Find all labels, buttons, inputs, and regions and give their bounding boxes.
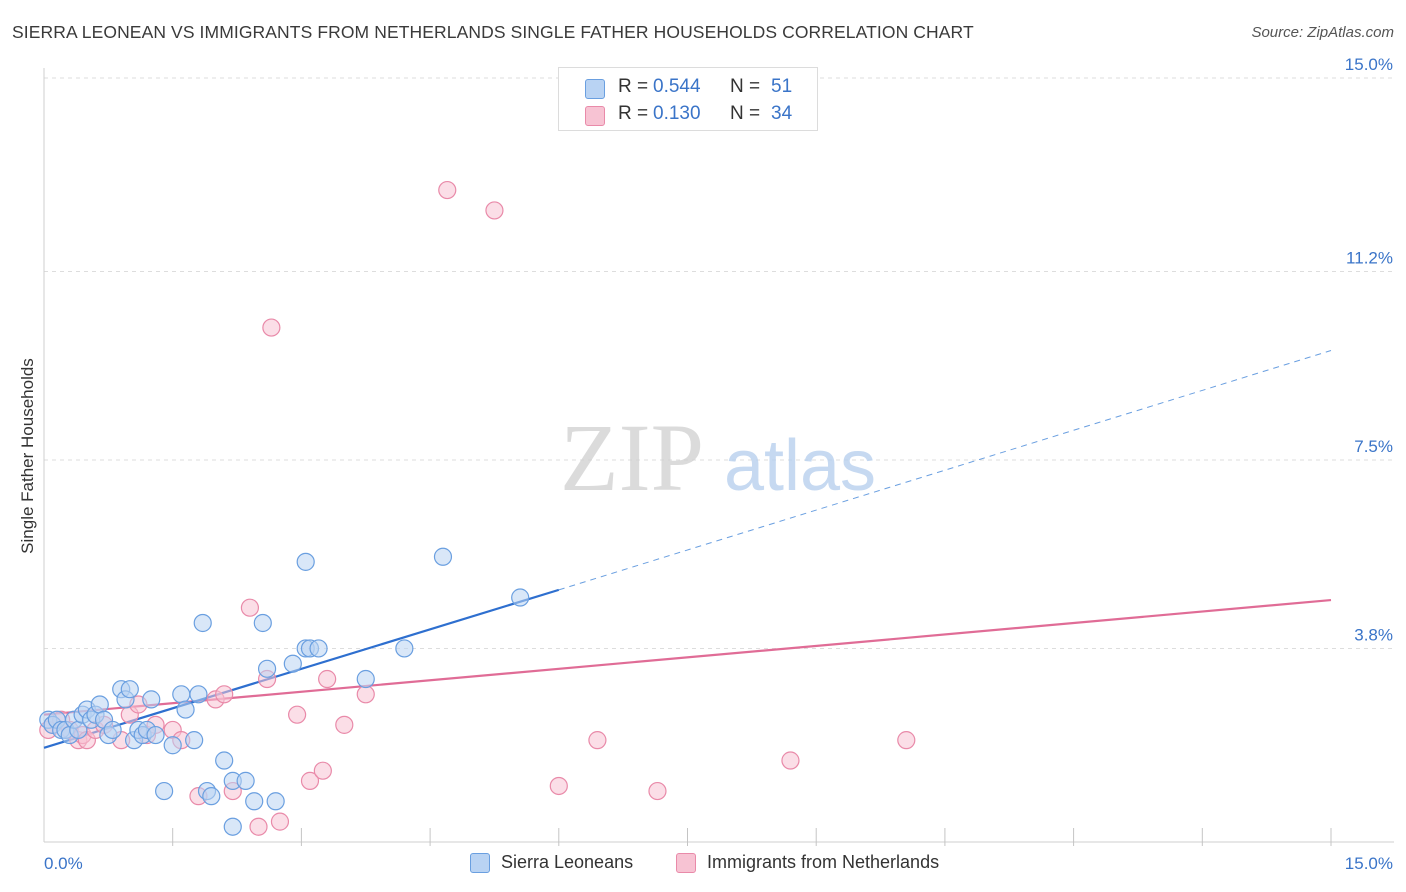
- sierra-leonean-point: [309, 639, 328, 658]
- netherlands-point: [588, 731, 607, 750]
- netherlands-point: [288, 705, 307, 724]
- sierra-leonean-point: [193, 613, 212, 633]
- n-value: 34: [771, 103, 793, 124]
- grid-layer: [44, 77, 1394, 649]
- watermark-atlas: atlas: [724, 426, 876, 506]
- axis-layer: [43, 68, 1394, 846]
- sierra-leonean-point: [142, 690, 161, 709]
- sierra-leonean-point: [236, 771, 255, 790]
- netherlands-point: [897, 731, 916, 750]
- netherlands-swatch: [585, 106, 605, 126]
- sierra-leonean-point: [257, 659, 277, 678]
- sierra-leonean-point: [120, 680, 139, 699]
- sierra-leonean-point: [356, 669, 375, 689]
- sierra-leonean-point: [176, 700, 195, 719]
- sierra-leonean-point: [296, 552, 315, 571]
- sierra-leonean-point: [189, 685, 208, 704]
- sierra-leoneans-swatch: [470, 853, 490, 873]
- netherlands-point: [438, 180, 457, 200]
- netherlands-trend-line: [43, 598, 1332, 716]
- watermark: ZIP atlas: [560, 404, 876, 511]
- data-points: [39, 180, 916, 836]
- y-tick-label-3: 15.0%: [1345, 55, 1393, 74]
- tick-labels: 3.8% 7.5% 11.2% 15.0% 0.0% 15.0%: [44, 55, 1393, 873]
- netherlands-point: [313, 761, 332, 780]
- sierra-leonean-point: [215, 751, 234, 770]
- watermark-zip: ZIP: [560, 404, 704, 511]
- netherlands-point: [270, 812, 290, 831]
- sierra-leonean-point: [511, 588, 530, 607]
- r-value: 0.544: [653, 76, 701, 97]
- sierra-leonean-point: [266, 792, 285, 811]
- n-label: N =: [730, 76, 761, 97]
- r-label: R =: [618, 76, 649, 97]
- netherlands-point: [335, 715, 354, 734]
- source-label: Source: ZipAtlas.com: [1251, 24, 1394, 41]
- n-label: N =: [730, 103, 761, 124]
- r-label: R =: [618, 103, 649, 124]
- r-value: 0.130: [653, 103, 701, 124]
- sierra-leonean-point: [155, 781, 174, 801]
- sierra-leonean-point: [146, 725, 165, 745]
- netherlands-point: [356, 685, 375, 704]
- netherlands-point: [262, 318, 281, 337]
- y-tick-label-0: 3.8%: [1354, 625, 1393, 644]
- netherlands-point: [300, 771, 320, 790]
- netherlands-point: [781, 751, 800, 770]
- sierra-leonean-point: [90, 695, 109, 714]
- sierra-leonean-point: [245, 792, 264, 811]
- x-tick-label-max: 15.0%: [1345, 854, 1393, 873]
- legend-label: Sierra Leoneans: [501, 852, 634, 872]
- netherlands-point: [249, 817, 268, 836]
- sierra-leonean-trend-projection: [558, 350, 1332, 591]
- netherlands-point: [215, 685, 234, 704]
- sierra-leonean-trend-line: [43, 588, 560, 749]
- y-tick-label-1: 7.5%: [1354, 437, 1393, 456]
- sierra-leonean-point: [433, 547, 453, 566]
- legend-label: Immigrants from Netherlands: [707, 852, 940, 872]
- netherlands-point: [318, 669, 337, 689]
- netherlands-point: [648, 781, 667, 801]
- y-axis-label: Single Father Households: [18, 358, 37, 554]
- netherlands-point: [240, 598, 260, 617]
- sierra-leonean-point: [185, 731, 204, 750]
- n-value: 51: [771, 76, 793, 97]
- x-tick-label-min: 0.0%: [44, 854, 83, 873]
- sierra-leonean-point: [223, 817, 242, 836]
- sierra-leonean-point: [163, 736, 182, 755]
- netherlands-swatch: [676, 853, 696, 873]
- sierra-leonean-point: [172, 685, 191, 704]
- sierra-leonean-point: [202, 787, 221, 806]
- sierra-leonean-point: [283, 654, 302, 673]
- sierra-leonean-point: [103, 720, 122, 740]
- chart-title: SIERRA LEONEAN VS IMMIGRANTS FROM NETHER…: [12, 22, 974, 42]
- netherlands-point: [549, 776, 568, 796]
- stats-legend: R = 0.544 N = 51 R = 0.130 N = 34: [558, 67, 818, 131]
- sierra-leonean-point: [395, 639, 414, 658]
- sierra-leoneans-swatch: [585, 79, 605, 99]
- y-tick-label-2: 11.2%: [1346, 249, 1393, 268]
- netherlands-point: [485, 201, 504, 220]
- sierra-leonean-point: [253, 613, 272, 633]
